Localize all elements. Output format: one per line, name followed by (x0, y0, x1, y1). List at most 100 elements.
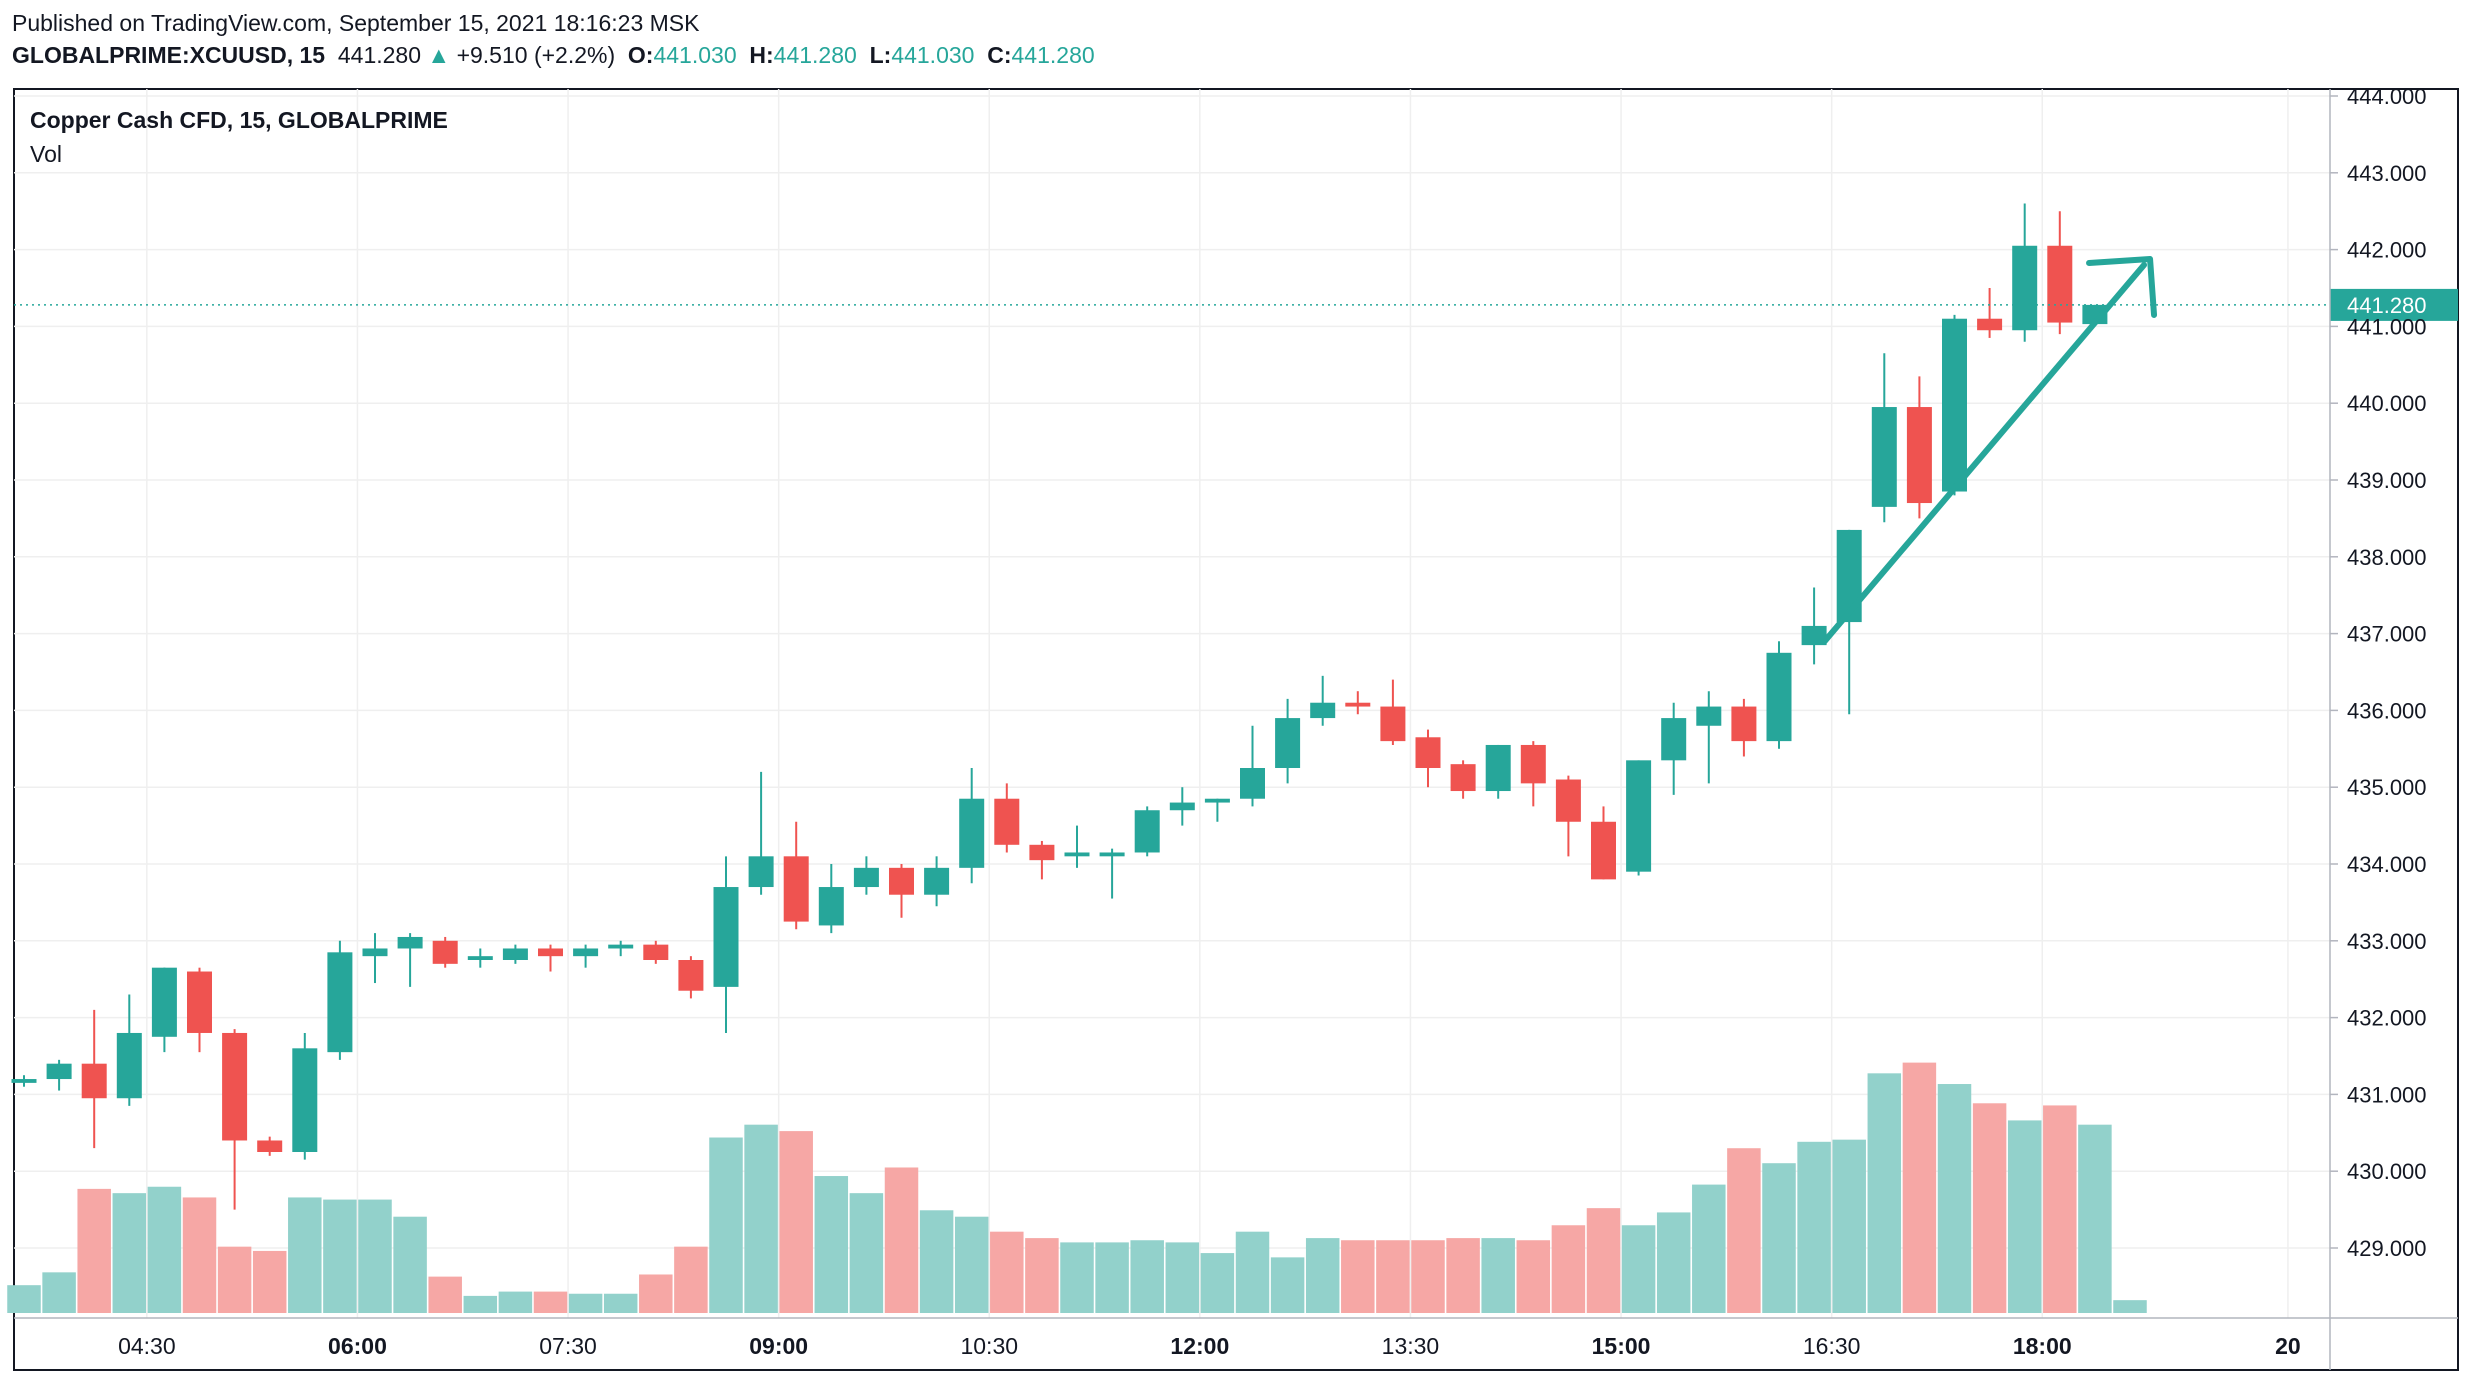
volume-bar (1727, 1148, 1761, 1313)
candle-body (1766, 652, 1792, 742)
candle-body (257, 1140, 283, 1152)
volume-bar (1060, 1242, 1094, 1313)
volume-bar (393, 1216, 427, 1313)
candle-body (748, 856, 774, 888)
candle-body (1240, 768, 1265, 799)
candle (432, 936, 458, 968)
candle (538, 944, 563, 972)
volume-bar (674, 1246, 708, 1313)
volume-bar (1270, 1257, 1305, 1313)
volume-bar (1797, 1141, 1831, 1313)
chart-legend-title: Copper Cash CFD, 15, GLOBALPRIME (30, 107, 448, 133)
volume-bar (2113, 1300, 2147, 1313)
candle (257, 1136, 283, 1156)
candle (116, 994, 142, 1106)
candle (397, 933, 423, 987)
candle (1661, 702, 1687, 795)
candle (1626, 760, 1652, 876)
volume-bar (1902, 1062, 1937, 1313)
volume-bar (217, 1246, 252, 1313)
volume-bar (1972, 1103, 2007, 1313)
candle (1380, 679, 1406, 745)
y-tick-label: 444.000 (2347, 84, 2427, 109)
volume-bar (1095, 1242, 1129, 1313)
candle (1520, 741, 1546, 807)
candle-body (1415, 737, 1441, 768)
volume-bar (323, 1199, 357, 1313)
candle (1906, 376, 1932, 519)
x-tick-label: 06:00 (328, 1333, 387, 1359)
volume-bar (2078, 1124, 2112, 1313)
close-label: C: (987, 42, 1012, 68)
candle (1029, 840, 1055, 880)
y-tick-label: 430.000 (2347, 1159, 2427, 1184)
candle-body (994, 798, 1020, 845)
x-tick-label: 10:30 (960, 1333, 1018, 1359)
candle-body (1871, 407, 1897, 507)
candle-body (643, 944, 669, 960)
candle (1169, 787, 1195, 826)
x-tick-label: 18:00 (2013, 1333, 2072, 1359)
candle-body (1626, 760, 1652, 872)
candle-body (1134, 810, 1160, 853)
candle-body (608, 944, 634, 949)
candle (853, 856, 879, 895)
candle (292, 1032, 318, 1160)
symbol-name: GLOBALPRIME:XCUUSD, 15 (12, 42, 326, 68)
candle (1766, 641, 1792, 749)
candle (1415, 729, 1441, 788)
candle-body (713, 887, 739, 987)
axes: 444.000 443.000 442.000 441.000 440.000 439.0… (14, 84, 2458, 1370)
candle-body (853, 867, 879, 888)
volume-bar (252, 1250, 287, 1313)
y-tick-label: 434.000 (2347, 852, 2427, 877)
y-tick-label: 432.000 (2347, 1006, 2427, 1031)
candle (362, 933, 388, 984)
volume-bar (1481, 1238, 1515, 1313)
candle (678, 956, 704, 999)
trend-arrow-line (1821, 261, 2148, 645)
x-tick-label: 16:30 (1803, 1333, 1861, 1359)
volume-bar (147, 1186, 182, 1313)
candle-body (1380, 706, 1406, 742)
candle-body (924, 867, 950, 895)
volume-bar (568, 1293, 603, 1313)
volume-legend-label: Vol (30, 141, 62, 167)
candle-body (81, 1063, 107, 1099)
candle (748, 771, 774, 895)
candle-body (1099, 852, 1125, 857)
candle-body (1801, 625, 1827, 646)
candle-body (292, 1048, 318, 1152)
current-price-tag-label: 441.280 (2347, 293, 2427, 318)
candle-body (1520, 744, 1546, 784)
open-value: 441.030 (653, 42, 737, 68)
candle (994, 783, 1020, 853)
candle (1064, 825, 1090, 868)
volume-bar (1762, 1163, 1796, 1313)
y-tick-label: 435.000 (2347, 775, 2427, 800)
volume-bar (288, 1197, 322, 1313)
volume-bar (428, 1276, 462, 1313)
volume-bar (1341, 1240, 1375, 1313)
x-tick-label: 20 (2275, 1333, 2301, 1359)
candle-body (467, 956, 493, 960)
candle (187, 967, 212, 1053)
candle (1240, 725, 1265, 807)
chart-frame (13, 88, 2459, 1371)
candle (46, 1059, 72, 1091)
volume-bar (1411, 1240, 1445, 1313)
x-tick-label: 07:30 (539, 1333, 597, 1359)
candle (2047, 211, 2073, 335)
candle (1450, 760, 1476, 799)
y-tick-label: 440.000 (2347, 391, 2427, 416)
volume-bar (498, 1291, 533, 1313)
volume-bar (849, 1193, 884, 1313)
candle-body (573, 948, 599, 957)
candle-body (1169, 802, 1195, 811)
volume-bar (42, 1272, 76, 1313)
candle-body (783, 856, 809, 922)
candle-body (187, 971, 212, 1033)
volume-bar (1446, 1238, 1480, 1313)
candle (924, 856, 950, 907)
